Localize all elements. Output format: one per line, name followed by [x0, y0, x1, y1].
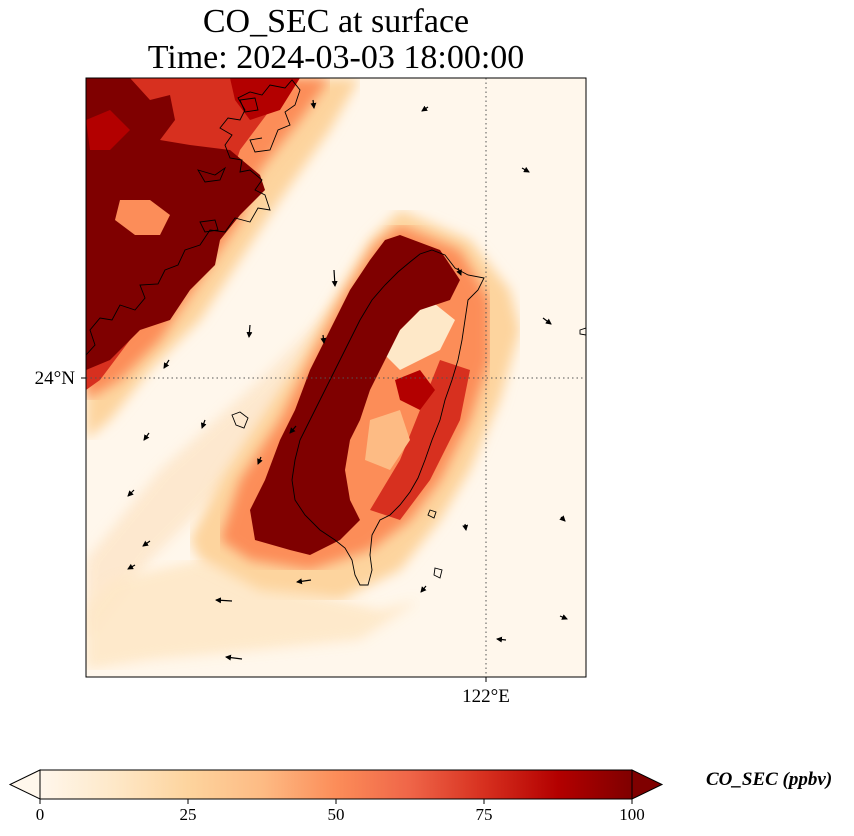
- wind-arrow: [496, 636, 507, 643]
- map-panel: [81, 77, 587, 682]
- wind-arrow: [142, 540, 151, 547]
- colorbar-max-extension: [631, 769, 664, 800]
- wind-arrow: [462, 523, 469, 531]
- wind-arrow: [225, 654, 243, 661]
- colorbar-label: CO_SEC (ppbv): [706, 769, 833, 790]
- wind-arrow: [421, 105, 429, 112]
- wind-arrow: [127, 489, 135, 497]
- mainland-plume-patch: [86, 110, 130, 150]
- lon-tick-label: 122°E: [462, 686, 510, 707]
- wind-arrow: [521, 166, 530, 173]
- yonaguni-island: [579, 327, 586, 336]
- wind-arrow: [542, 317, 552, 325]
- wind-arrow: [200, 419, 207, 429]
- wind-arrow: [246, 324, 253, 338]
- map-title-line-1: CO_SEC at surface: [202, 3, 470, 40]
- green-island: [433, 567, 443, 579]
- wind-vectors: [127, 99, 568, 661]
- colorbar-bar: [40, 770, 632, 799]
- wind-arrow: [559, 614, 568, 620]
- plume-southern-band: [86, 560, 420, 670]
- wind-arrow: [143, 432, 150, 441]
- penghu-island: [231, 411, 249, 429]
- wind-arrow: [310, 99, 317, 109]
- mainland-plume-light-patch: [115, 200, 170, 235]
- colorbar: [8, 769, 664, 804]
- colorbar-tick-label: 0: [35, 805, 45, 824]
- taiwan-interior-light-2: [365, 410, 410, 470]
- map-title-line-2: Time: 2024-03-03 18:00:00: [147, 39, 525, 76]
- wind-arrow: [320, 334, 327, 344]
- wind-arrow: [559, 515, 566, 522]
- colorbar-tick-label: 50: [327, 805, 345, 824]
- mainland-plume-north-patch: [230, 78, 300, 120]
- wind-arrow: [456, 267, 462, 276]
- wind-arrow: [163, 359, 170, 369]
- taiwan-plume-core: [250, 235, 460, 555]
- colorbar-min-extension: [8, 769, 41, 800]
- wind-arrow: [127, 563, 136, 570]
- colorbar-tick-marks: [39, 799, 633, 804]
- small-island: [427, 509, 437, 519]
- mainland-island-1: [239, 97, 259, 113]
- concentration-field: [86, 78, 586, 677]
- mainland-coastline: [86, 79, 301, 356]
- mainland-plume-core: [86, 78, 265, 370]
- wind-arrow: [215, 597, 233, 604]
- taiwan-coastline: [291, 249, 485, 586]
- mainland-inlet-2: [199, 219, 219, 233]
- wind-arrow: [420, 585, 427, 593]
- lat-tick-label: 24°N: [34, 368, 75, 389]
- colorbar-tick-label: 100: [619, 805, 645, 824]
- wind-arrow: [296, 578, 312, 585]
- colorbar-tick-label: 25: [179, 805, 197, 824]
- wind-arrow: [257, 456, 263, 465]
- colorbar-tick-label: 75: [475, 805, 493, 824]
- wind-arrow: [331, 269, 338, 287]
- taiwan-core-patch: [395, 370, 435, 410]
- gridlines: [86, 78, 586, 677]
- coastlines: [86, 79, 586, 586]
- wind-arrow: [289, 425, 297, 434]
- taiwan-interior-light-1: [380, 300, 455, 370]
- mainland-inlet-1: [197, 166, 227, 183]
